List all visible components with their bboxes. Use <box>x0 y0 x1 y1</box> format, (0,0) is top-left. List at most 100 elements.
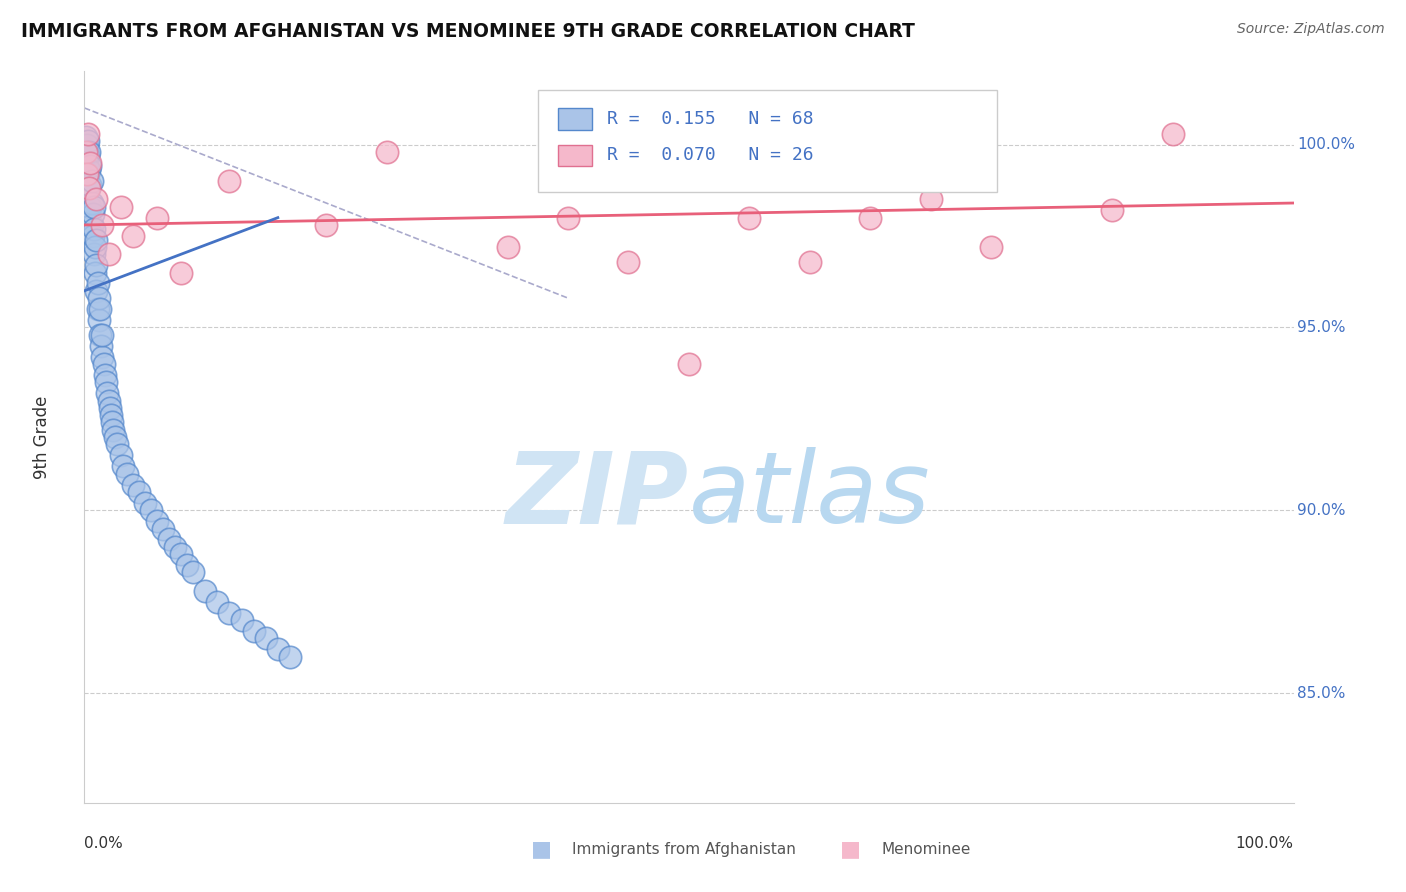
Point <box>77 181 100 195</box>
Point <box>207 594 229 608</box>
Point <box>152 521 174 535</box>
Point <box>75 130 97 145</box>
Point <box>1101 203 1123 218</box>
Point <box>134 496 156 510</box>
Text: R =  0.070   N = 26: R = 0.070 N = 26 <box>607 146 813 164</box>
Point <box>86 258 108 272</box>
Text: 9th Grade: 9th Grade <box>32 395 51 479</box>
Point <box>254 631 277 645</box>
Point <box>82 228 104 243</box>
Point <box>84 240 107 254</box>
Point <box>77 167 100 181</box>
Text: R =  0.155   N = 68: R = 0.155 N = 68 <box>607 110 813 128</box>
Text: ■: ■ <box>531 839 551 859</box>
Point <box>76 137 98 152</box>
FancyBboxPatch shape <box>558 108 592 130</box>
Point <box>94 368 117 382</box>
Point <box>91 327 114 342</box>
Point <box>146 514 169 528</box>
Point <box>84 265 107 279</box>
Point <box>231 613 253 627</box>
Point <box>218 174 240 188</box>
Point <box>83 200 105 214</box>
Point <box>128 484 150 499</box>
Text: 100.0%: 100.0% <box>1236 836 1294 851</box>
Point <box>83 221 105 235</box>
Point <box>86 301 108 317</box>
Point <box>267 642 290 657</box>
Point <box>139 503 162 517</box>
Point <box>80 218 103 232</box>
Text: 95.0%: 95.0% <box>1298 320 1346 334</box>
Point <box>89 327 111 342</box>
Point <box>678 357 700 371</box>
Point <box>799 254 821 268</box>
Point <box>101 416 124 430</box>
Text: ZIP: ZIP <box>506 447 689 544</box>
Point <box>77 148 100 162</box>
FancyBboxPatch shape <box>558 145 592 167</box>
Point <box>181 566 204 580</box>
Point <box>86 233 108 247</box>
Point <box>496 240 519 254</box>
Point <box>146 211 169 225</box>
Text: atlas: atlas <box>689 447 931 544</box>
Point <box>86 277 108 291</box>
Point <box>375 145 398 159</box>
Point <box>242 624 264 638</box>
Point <box>738 211 761 225</box>
Point <box>859 211 882 225</box>
Point <box>86 284 108 298</box>
Point <box>79 200 101 214</box>
Point <box>97 247 120 261</box>
Text: ■: ■ <box>841 839 860 859</box>
Point <box>86 193 108 207</box>
Point <box>97 393 120 408</box>
Text: Immigrants from Afghanistan: Immigrants from Afghanistan <box>572 842 796 856</box>
Point <box>94 375 117 389</box>
Point <box>920 193 942 207</box>
Point <box>89 301 111 317</box>
Point <box>980 240 1002 254</box>
Point <box>1161 127 1184 141</box>
Point <box>96 386 118 401</box>
Point <box>91 350 114 364</box>
Point <box>98 401 121 415</box>
Point <box>75 145 97 159</box>
Text: Menominee: Menominee <box>882 842 972 856</box>
Point <box>87 291 110 305</box>
Point <box>121 477 143 491</box>
Point <box>121 228 143 243</box>
Point <box>617 254 640 268</box>
Point <box>157 533 180 547</box>
Point <box>80 196 103 211</box>
Point <box>110 448 132 462</box>
Text: IMMIGRANTS FROM AFGHANISTAN VS MENOMINEE 9TH GRADE CORRELATION CHART: IMMIGRANTS FROM AFGHANISTAN VS MENOMINEE… <box>21 22 915 41</box>
Point <box>75 145 97 159</box>
Point <box>77 127 100 141</box>
Point <box>112 459 135 474</box>
Point <box>170 547 193 561</box>
Point <box>79 160 101 174</box>
Point <box>165 540 187 554</box>
Point <box>105 437 128 451</box>
Point <box>100 408 122 422</box>
Point <box>82 207 104 221</box>
Point <box>93 357 115 371</box>
Point <box>76 155 98 169</box>
Text: 0.0%: 0.0% <box>84 836 124 851</box>
Point <box>90 339 112 353</box>
Point <box>77 134 100 148</box>
Point <box>77 181 100 195</box>
Text: 90.0%: 90.0% <box>1298 503 1346 517</box>
Point <box>218 606 240 620</box>
FancyBboxPatch shape <box>538 90 997 192</box>
Point <box>110 200 132 214</box>
Point <box>79 155 101 169</box>
Text: 100.0%: 100.0% <box>1298 137 1355 152</box>
Point <box>170 265 193 279</box>
Point <box>77 145 100 159</box>
Text: Source: ZipAtlas.com: Source: ZipAtlas.com <box>1237 22 1385 37</box>
Point <box>76 167 98 181</box>
Point <box>80 174 103 188</box>
